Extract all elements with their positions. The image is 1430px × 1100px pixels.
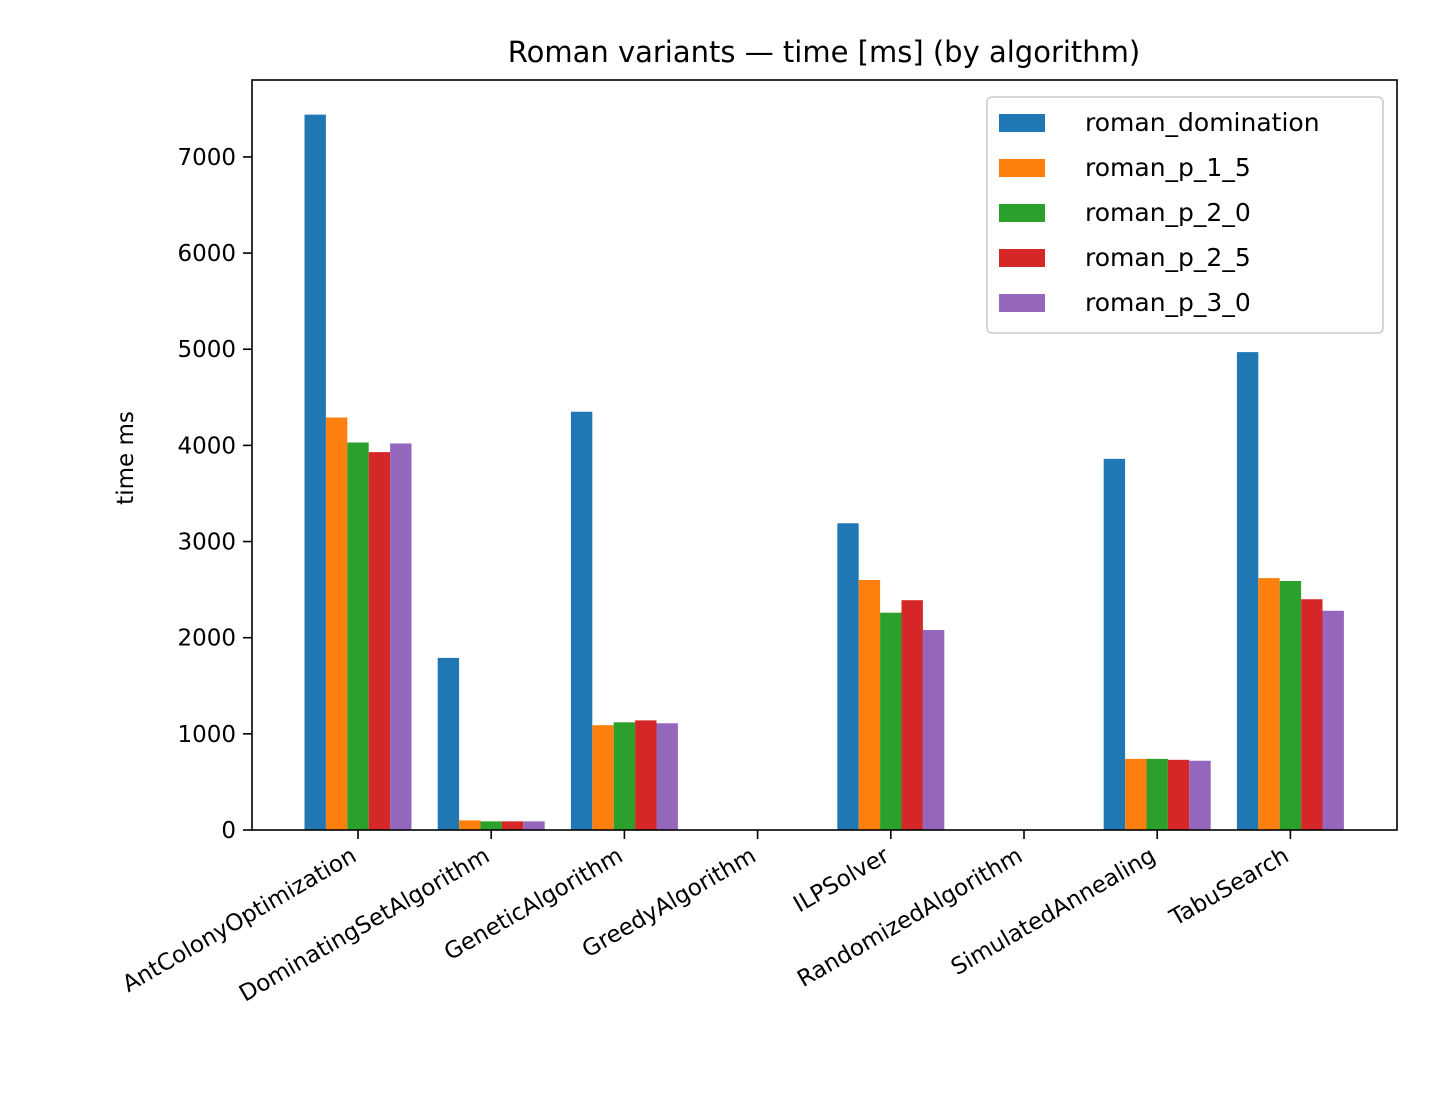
bar-roman_p_1_5-ILPSolver bbox=[858, 580, 881, 830]
bar-roman_p_2_5-DominatingSetAlgorithm bbox=[501, 821, 524, 830]
y-axis: 0 1000 2000 3000 4000 5000 6000 7000 bbox=[177, 145, 252, 844]
legend-swatch-roman_p_1_5 bbox=[999, 159, 1045, 177]
bar-roman_p_2_0-TabuSearch bbox=[1279, 580, 1302, 830]
legend-swatch-roman_p_3_0 bbox=[999, 294, 1045, 312]
x-tick-label: ILPSolver bbox=[789, 842, 894, 918]
bar-roman_domination-GeneticAlgorithm bbox=[570, 411, 593, 830]
bar-roman_p_2_0-GeneticAlgorithm bbox=[613, 722, 636, 830]
bar-roman_p_1_5-SimulatedAnnealing bbox=[1125, 758, 1147, 830]
y-axis-label: time ms bbox=[113, 411, 139, 505]
bar-roman_p_2_5-AntColonyOptimization bbox=[368, 452, 391, 830]
bar-roman_p_3_0-ILPSolver bbox=[922, 630, 945, 830]
plot-frame bbox=[251, 79, 1398, 831]
bar-roman_domination-DominatingSetAlgorithm bbox=[437, 657, 460, 830]
x-tick-label: TabuSearch bbox=[1165, 843, 1294, 932]
legend-label-roman_p_3_0: roman_p_3_0 bbox=[1085, 288, 1251, 317]
y-tick-label: 3000 bbox=[177, 530, 236, 556]
bar-roman_p_2_0-ILPSolver bbox=[880, 612, 902, 830]
legend-swatch-roman_p_2_0 bbox=[999, 204, 1045, 222]
chart-title: Roman variants — time [ms] (by algorithm… bbox=[508, 35, 1141, 69]
bar-roman_p_3_0-AntColonyOptimization bbox=[390, 443, 412, 830]
x-tick-label: AntColonyOptimization bbox=[118, 843, 361, 998]
legend-label-roman_p_1_5: roman_p_1_5 bbox=[1085, 153, 1251, 182]
bar-roman_p_1_5-GeneticAlgorithm bbox=[592, 725, 614, 830]
x-tick-label: RandomizedAlgorithm bbox=[793, 843, 1027, 993]
bar-roman_p_2_0-SimulatedAnnealing bbox=[1146, 758, 1168, 830]
x-tick-label: DominatingSetAlgorithm bbox=[235, 843, 494, 1008]
bars bbox=[304, 114, 1344, 831]
y-tick-label: 0 bbox=[221, 818, 236, 844]
bar-roman_domination-SimulatedAnnealing bbox=[1103, 458, 1126, 830]
bar-roman_p_3_0-DominatingSetAlgorithm bbox=[523, 821, 545, 830]
bar-roman_p_2_0-DominatingSetAlgorithm bbox=[480, 821, 502, 830]
legend-swatch-roman_domination bbox=[999, 114, 1045, 132]
bar-roman_p_3_0-TabuSearch bbox=[1322, 610, 1344, 830]
legend-label-roman_p_2_0: roman_p_2_0 bbox=[1085, 198, 1251, 227]
legend: roman_domination roman_p_1_5 roman_p_2_0ro… bbox=[986, 96, 1384, 334]
y-tick-label: 1000 bbox=[177, 722, 236, 748]
y-tick-label: 2000 bbox=[177, 626, 236, 652]
bar-roman_p_1_5-TabuSearch bbox=[1258, 578, 1280, 830]
y-tick-label: 7000 bbox=[177, 145, 236, 171]
y-tick-label: 4000 bbox=[177, 433, 236, 459]
bar-roman_p_3_0-GeneticAlgorithm bbox=[656, 723, 678, 830]
y-tick-label: 5000 bbox=[177, 337, 236, 363]
bar-roman_p_3_0-SimulatedAnnealing bbox=[1189, 760, 1211, 830]
bar-roman_p_2_5-TabuSearch bbox=[1301, 599, 1323, 830]
bar-roman_p_2_0-AntColonyOptimization bbox=[347, 442, 369, 830]
bar-roman_domination-ILPSolver bbox=[837, 523, 859, 830]
bar-roman_p_2_5-GeneticAlgorithm bbox=[635, 720, 657, 830]
y-tick-label: 6000 bbox=[177, 241, 236, 267]
legend-label-roman_p_2_5: roman_p_2_5 bbox=[1085, 243, 1251, 272]
legend-swatch-roman_p_2_5 bbox=[999, 249, 1045, 267]
x-axis: AntColonyOptimizationDominatingSetAlgori… bbox=[118, 830, 1293, 1007]
bar-roman_p_1_5-AntColonyOptimization bbox=[325, 417, 348, 830]
legend-label-roman_domination: roman_domination bbox=[1085, 108, 1320, 137]
legend-frame bbox=[986, 96, 1384, 334]
bar-roman_p_2_5-SimulatedAnnealing bbox=[1167, 759, 1190, 830]
bar-roman_p_1_5-DominatingSetAlgorithm bbox=[459, 820, 481, 830]
bar-roman_domination-TabuSearch bbox=[1236, 352, 1259, 830]
bar-roman_domination-AntColonyOptimization bbox=[304, 114, 326, 831]
bar-roman_p_2_5-ILPSolver bbox=[901, 600, 923, 830]
